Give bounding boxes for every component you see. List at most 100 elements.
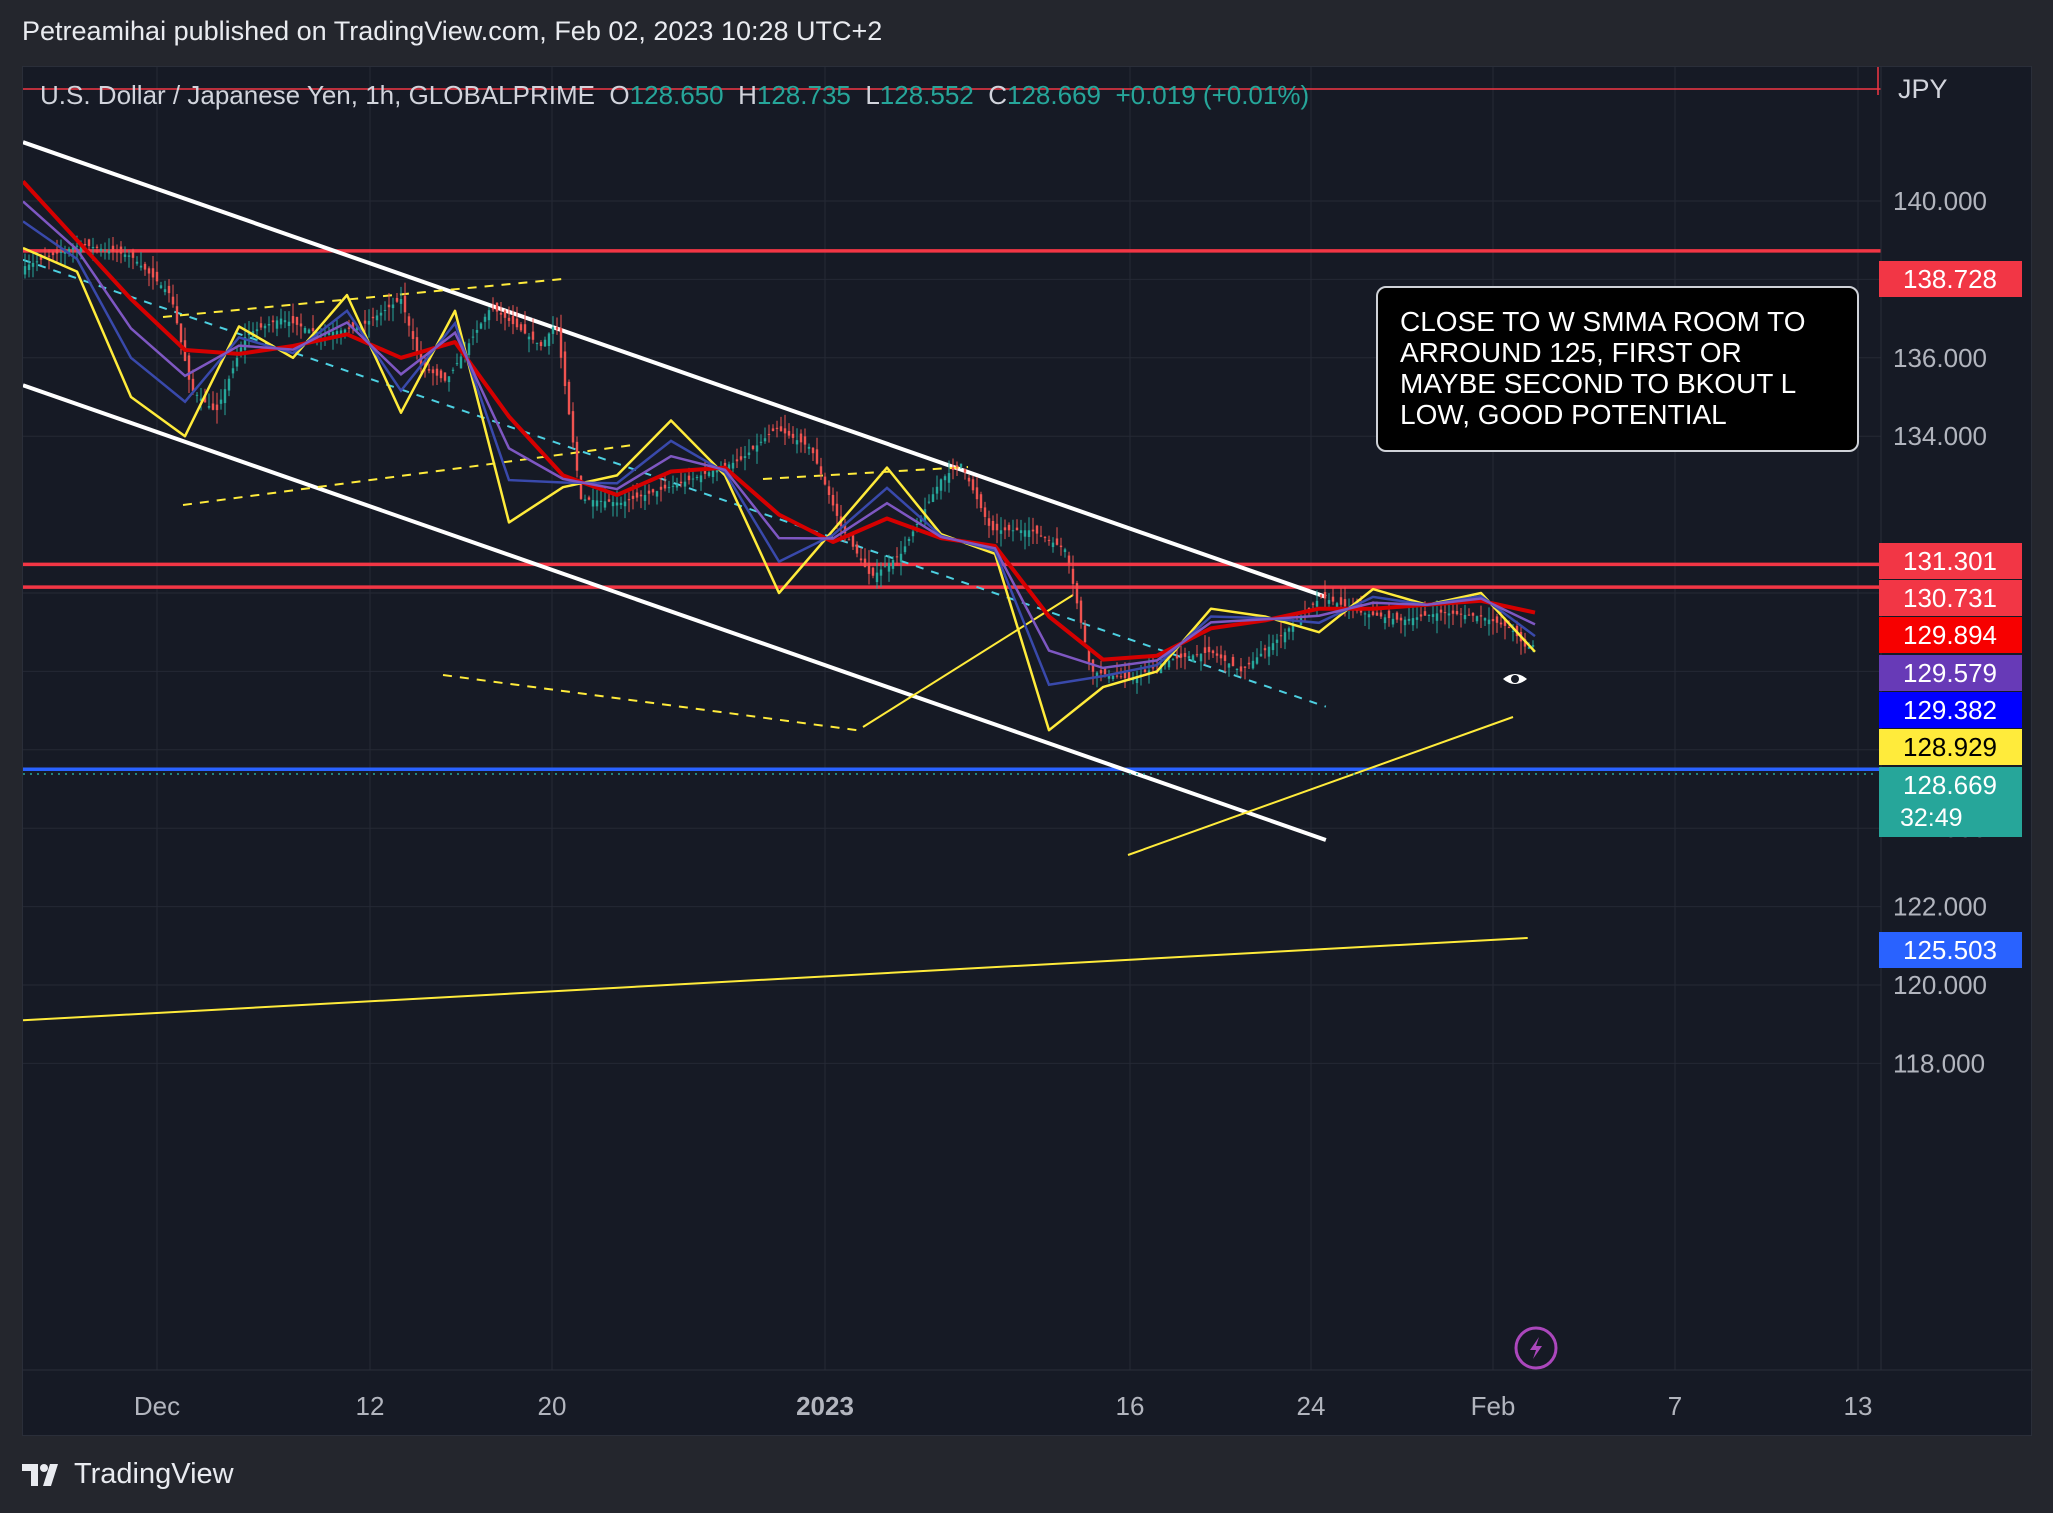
price-label: 128.929 <box>1879 729 2022 765</box>
candle-body <box>867 562 871 574</box>
candle-body <box>959 463 963 468</box>
candle-body <box>135 261 139 264</box>
tradingview-logo[interactable]: TradingView <box>22 1458 234 1491</box>
candle-body <box>1323 591 1327 599</box>
candle-body <box>991 520 995 531</box>
candle-body <box>1015 527 1019 531</box>
candle-body <box>631 495 635 499</box>
candle-body <box>35 261 39 263</box>
candle-body <box>955 465 959 467</box>
candle-body <box>1527 646 1531 649</box>
candle-body <box>171 296 175 305</box>
candle-body <box>235 357 239 367</box>
legend-open-label: O <box>609 80 630 110</box>
candle-body <box>1291 624 1295 632</box>
pattern-line <box>762 466 969 480</box>
candle-body <box>1383 617 1387 624</box>
candle-body <box>603 501 607 508</box>
candle-body <box>755 445 759 452</box>
candle-body <box>195 394 199 396</box>
candle-body <box>731 462 735 469</box>
candle-body <box>679 481 683 484</box>
annotation-callout[interactable]: CLOSE TO W SMMA ROOM TO ARROUND 125, FIR… <box>1376 286 1859 452</box>
candle-body <box>699 475 703 483</box>
candle-body <box>739 456 743 460</box>
candle-body <box>707 472 711 476</box>
candle-body <box>247 332 251 336</box>
candle-body <box>1343 599 1347 607</box>
candle-body <box>115 251 119 253</box>
candle-body <box>683 481 687 487</box>
candle-body <box>59 251 63 253</box>
currency-label[interactable]: JPY <box>1898 74 1948 104</box>
candle-body <box>643 495 647 501</box>
candle-body <box>483 316 487 322</box>
candle-body <box>619 502 623 505</box>
candle-body <box>1495 616 1499 623</box>
candle-body <box>1171 659 1175 661</box>
countdown-text: 32:49 <box>1900 804 1963 832</box>
price-chart[interactable]: 140.000138.000136.000134.000126.000124.0… <box>23 67 2033 1437</box>
candle-body <box>375 315 379 321</box>
candle-body <box>727 464 731 472</box>
candle-body <box>1443 612 1447 614</box>
candle-body <box>743 456 747 459</box>
y-tick-label: 118.000 <box>1893 1048 1985 1078</box>
candle-body <box>351 322 355 329</box>
candle-body <box>639 494 643 497</box>
candle-body <box>31 262 35 267</box>
candle-body <box>1031 529 1035 532</box>
candle-body <box>951 467 955 470</box>
candle-body <box>1331 596 1335 602</box>
price-label-bg <box>1879 617 2022 653</box>
price-label-bg <box>1879 543 2022 579</box>
candle-body <box>111 245 115 252</box>
candle-body <box>379 312 383 316</box>
price-label-text: 129.579 <box>1903 658 1997 688</box>
candle-body <box>175 306 179 324</box>
candle-body <box>591 500 595 507</box>
candle-body <box>511 315 515 325</box>
candle-body <box>487 310 491 321</box>
publisher-credit: Petreamihai published on TradingView.com… <box>22 16 883 46</box>
price-label-bg <box>1879 580 2022 616</box>
candles <box>23 235 1535 694</box>
candle-body <box>1111 675 1115 680</box>
candle-body <box>415 337 419 353</box>
candle-body <box>967 477 971 482</box>
candle-body <box>91 246 95 249</box>
candle-body <box>395 297 399 302</box>
candle-body <box>283 320 287 323</box>
candle-body <box>895 556 899 558</box>
candle-body <box>1035 525 1039 534</box>
eye-icon <box>1503 674 1527 684</box>
candle-body <box>579 475 583 499</box>
candle-body <box>1263 648 1267 651</box>
candle-body <box>327 332 331 335</box>
candle-body <box>383 309 387 311</box>
candle-body <box>1055 538 1059 545</box>
y-tick-label: 134.000 <box>1893 421 1987 451</box>
chart-panel[interactable]: 140.000138.000136.000134.000126.000124.0… <box>22 66 2033 1437</box>
candle-body <box>607 499 611 502</box>
candle-body <box>431 369 435 374</box>
candle-body <box>1411 618 1415 626</box>
candle-body <box>695 476 699 478</box>
candle-body <box>1219 654 1223 659</box>
candle-body <box>119 246 123 254</box>
candle-body <box>1307 608 1311 610</box>
chart-grid <box>23 67 1881 1370</box>
candle-body <box>1183 653 1187 657</box>
candle-body <box>1275 639 1279 643</box>
candle-body <box>1019 530 1023 534</box>
candle-body <box>355 327 359 331</box>
candle-body <box>1451 610 1455 614</box>
candle-body <box>451 369 455 371</box>
price-label: 130.731 <box>1879 580 2022 616</box>
pattern-line <box>862 594 1074 728</box>
candle-body <box>1039 535 1043 537</box>
candle-body <box>1387 610 1391 619</box>
candle-body <box>551 327 555 334</box>
candle-body <box>259 323 263 328</box>
candle-body <box>1051 542 1055 548</box>
